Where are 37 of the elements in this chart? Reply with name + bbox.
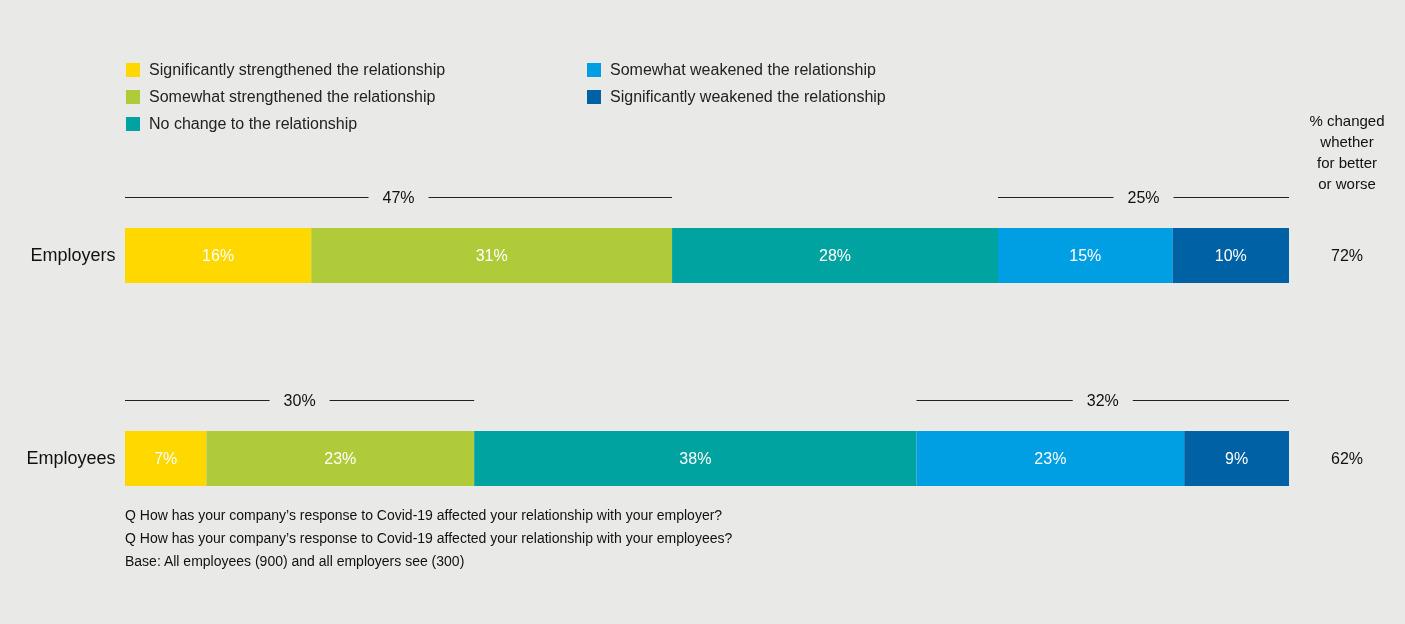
bar: [916, 431, 1185, 486]
legend-label: Somewhat strengthened the relationship: [149, 88, 436, 105]
text: 62%: [1330, 449, 1364, 467]
legend-label: Significantly weakened the relationship: [610, 88, 886, 105]
data-label: 7%: [154, 449, 178, 467]
legend-label: Somewhat weakened the relationship: [610, 61, 877, 78]
data-label: 15%: [1069, 246, 1102, 264]
bar: [311, 228, 673, 283]
bar: [672, 228, 998, 283]
data-label: 9%: [1225, 449, 1249, 467]
bar: [206, 431, 475, 486]
annotation: Base: All employees (900) and all employers see (300): [125, 553, 465, 569]
bar: [125, 431, 207, 486]
annotation: Q How has your company’s response to Covid-19 affected your relationship with your employees?: [125, 530, 733, 546]
bar: [474, 431, 917, 486]
bar: [1172, 228, 1289, 283]
data-label: 28%: [819, 246, 852, 264]
data-label: 10%: [1214, 246, 1247, 264]
annotation: Q How has your company’s response to Covid-19 affected your relationship with your employer?: [125, 507, 723, 523]
legend-label: Significantly strengthened the relationship: [149, 61, 446, 78]
data-label: 23%: [324, 449, 357, 467]
annotation: 32%: [1086, 391, 1119, 409]
legend-label: No change to the relationship: [149, 115, 358, 132]
text: 72%: [1330, 246, 1364, 264]
annotation: 30%: [283, 391, 316, 409]
data-label: 38%: [679, 449, 712, 467]
annotation: 25%: [1127, 188, 1160, 206]
text: % changed whether for better or worse: [1309, 112, 1385, 192]
data-label: 16%: [202, 246, 235, 264]
annotation: 47%: [382, 188, 415, 206]
bar: [125, 228, 312, 283]
bar: [1184, 431, 1289, 486]
y-tick-label: Employees: [26, 447, 116, 468]
bar: [998, 228, 1173, 283]
data-label: 23%: [1034, 449, 1067, 467]
data-label: 31%: [475, 246, 508, 264]
y-tick-label: Employers: [30, 244, 116, 265]
